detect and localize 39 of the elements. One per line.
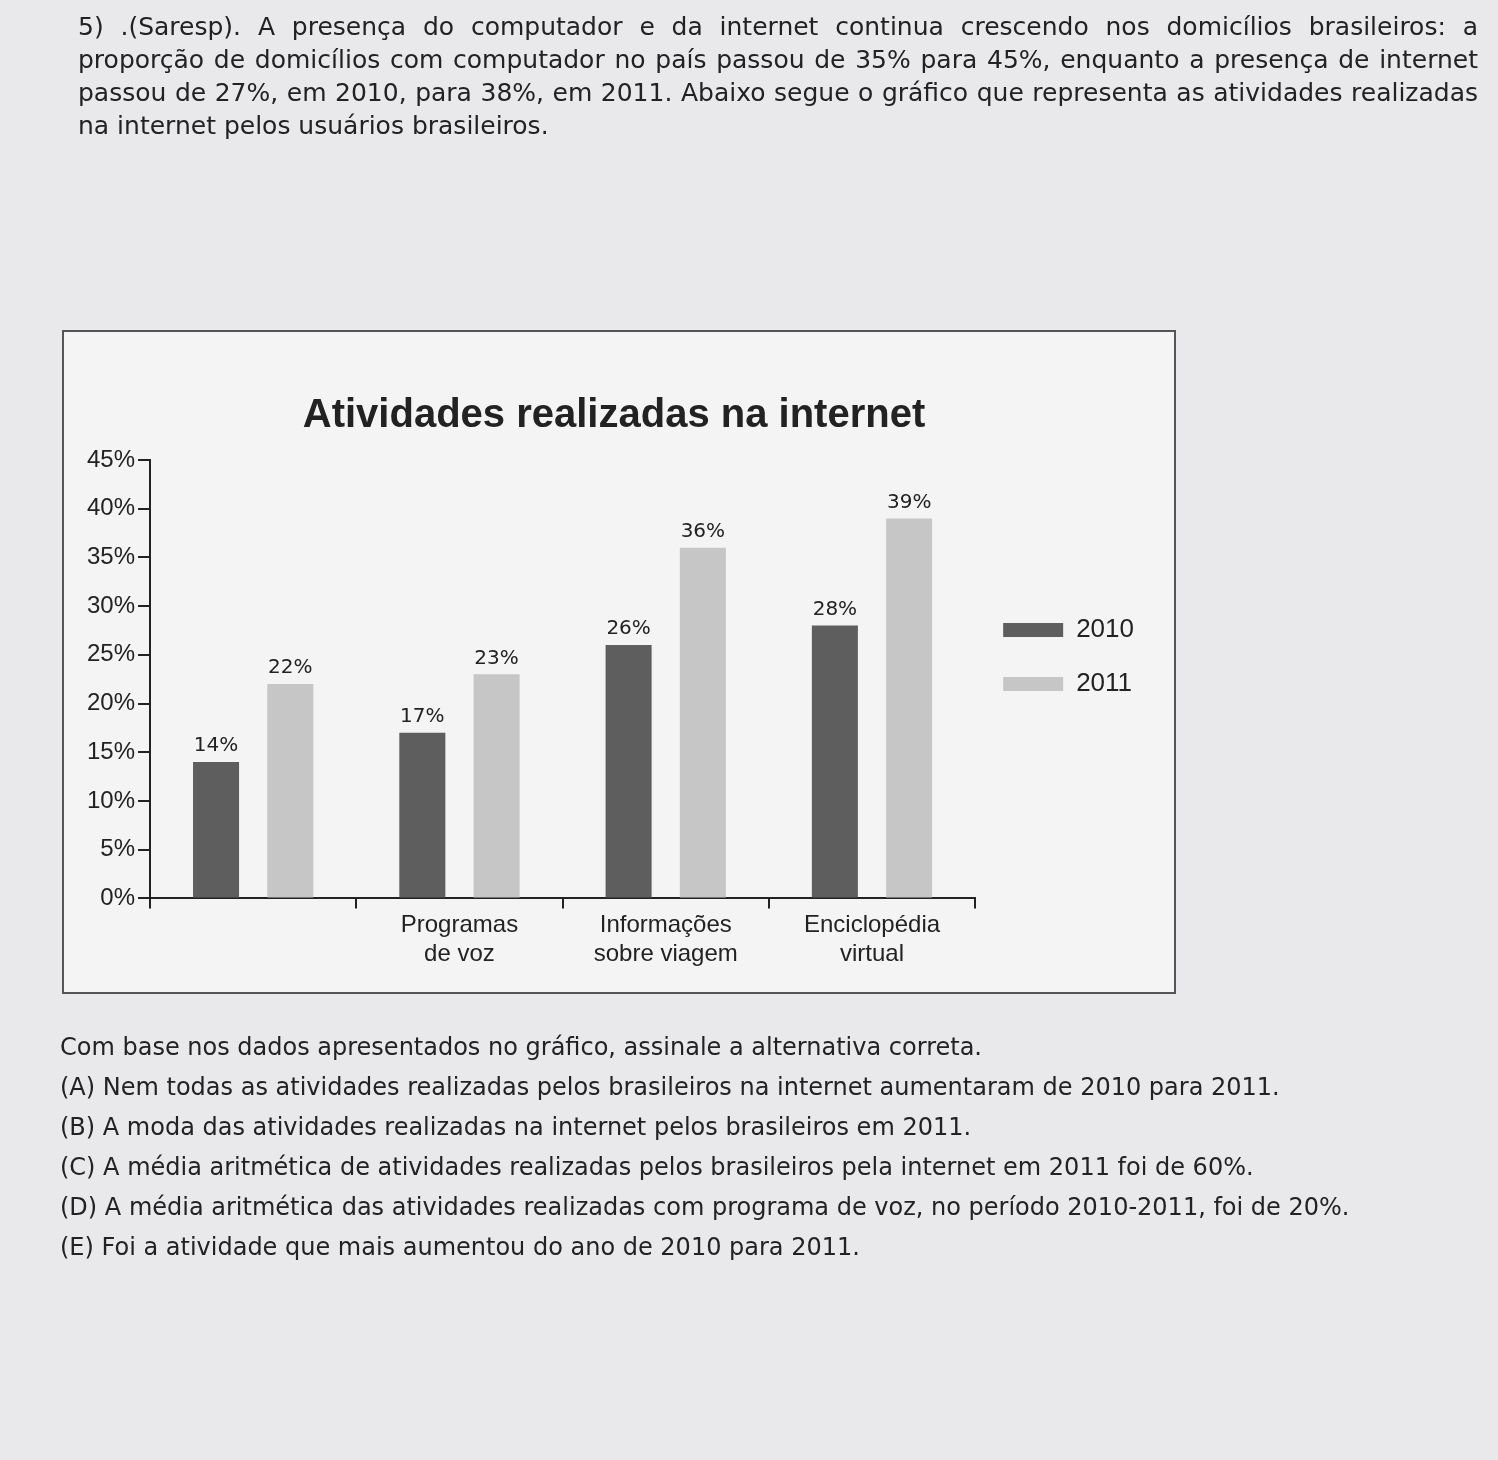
y-tick-label: 0% xyxy=(100,883,136,911)
bar xyxy=(473,674,520,898)
bar xyxy=(886,518,933,898)
bar xyxy=(193,762,240,898)
y-tick-label: 5% xyxy=(100,834,136,862)
legend-label: 2010 xyxy=(1076,613,1134,644)
data-label: 39% xyxy=(886,488,932,513)
text: (C) A média aritmética de atividades realizadas pelos brasileiros pela internet em 2011 foi de 60%. xyxy=(60,1152,1255,1183)
bar xyxy=(605,645,652,898)
data-label: 22% xyxy=(268,654,313,679)
y-tick-label: 30% xyxy=(86,590,136,618)
x-tick-label: Programas de voz xyxy=(400,910,519,967)
bar xyxy=(267,684,314,898)
data-label: 17% xyxy=(400,702,445,727)
text: (B) A moda das atividades realizadas na internet pelos brasileiros em 2011. xyxy=(60,1112,973,1143)
text: (E) Foi a atividade que mais aumentou do ano de 2010 para 2011. xyxy=(60,1232,861,1263)
data-label: 28% xyxy=(812,595,858,620)
legend-label: 2011 xyxy=(1076,667,1133,698)
bar xyxy=(811,625,858,898)
y-tick-label: 15% xyxy=(86,736,136,764)
y-tick-label: 25% xyxy=(86,639,136,667)
text: 5) .(Saresp). A presença do computador e da internet continua crescendo nos domicílios brasileiros: a proporção de domicílios com computador no país passou de 35% para 45%, enquanto a presença de internet passou de 27%, em 2010, para 38%, em 2011. Abaixo segue o gráfico que representa as atividades realizadas na internet pelos usuários brasileiros. xyxy=(78,11,1478,142)
x-tick-label: Enciclopédia virtual xyxy=(803,910,941,967)
text: (D) A média aritmética das atividades realizadas com programa de voz, no período 2010-2011, foi de 20%. xyxy=(60,1192,1351,1223)
y-tick-label: 45% xyxy=(86,444,136,472)
y-tick-label: 35% xyxy=(86,542,136,570)
y-tick-label: 10% xyxy=(86,785,136,813)
data-label: 14% xyxy=(193,732,239,757)
chart-title: Atividades realizadas na internet xyxy=(302,391,926,436)
data-label: 23% xyxy=(474,644,519,669)
data-label: 26% xyxy=(606,615,651,640)
y-tick-label: 40% xyxy=(86,493,136,521)
text: Com base nos dados apresentados no gráfico, assinale a alternativa correta. xyxy=(60,1032,983,1063)
text: (A) Nem todas as atividades realizadas pelos brasileiros na internet aumentaram de 2010 para 2011. xyxy=(60,1072,1281,1103)
y-tick-label: 20% xyxy=(86,688,136,716)
bar xyxy=(399,732,446,898)
bar xyxy=(679,547,726,898)
x-tick-label: Informações sobre viagem xyxy=(593,910,738,967)
data-label: 36% xyxy=(680,517,726,542)
